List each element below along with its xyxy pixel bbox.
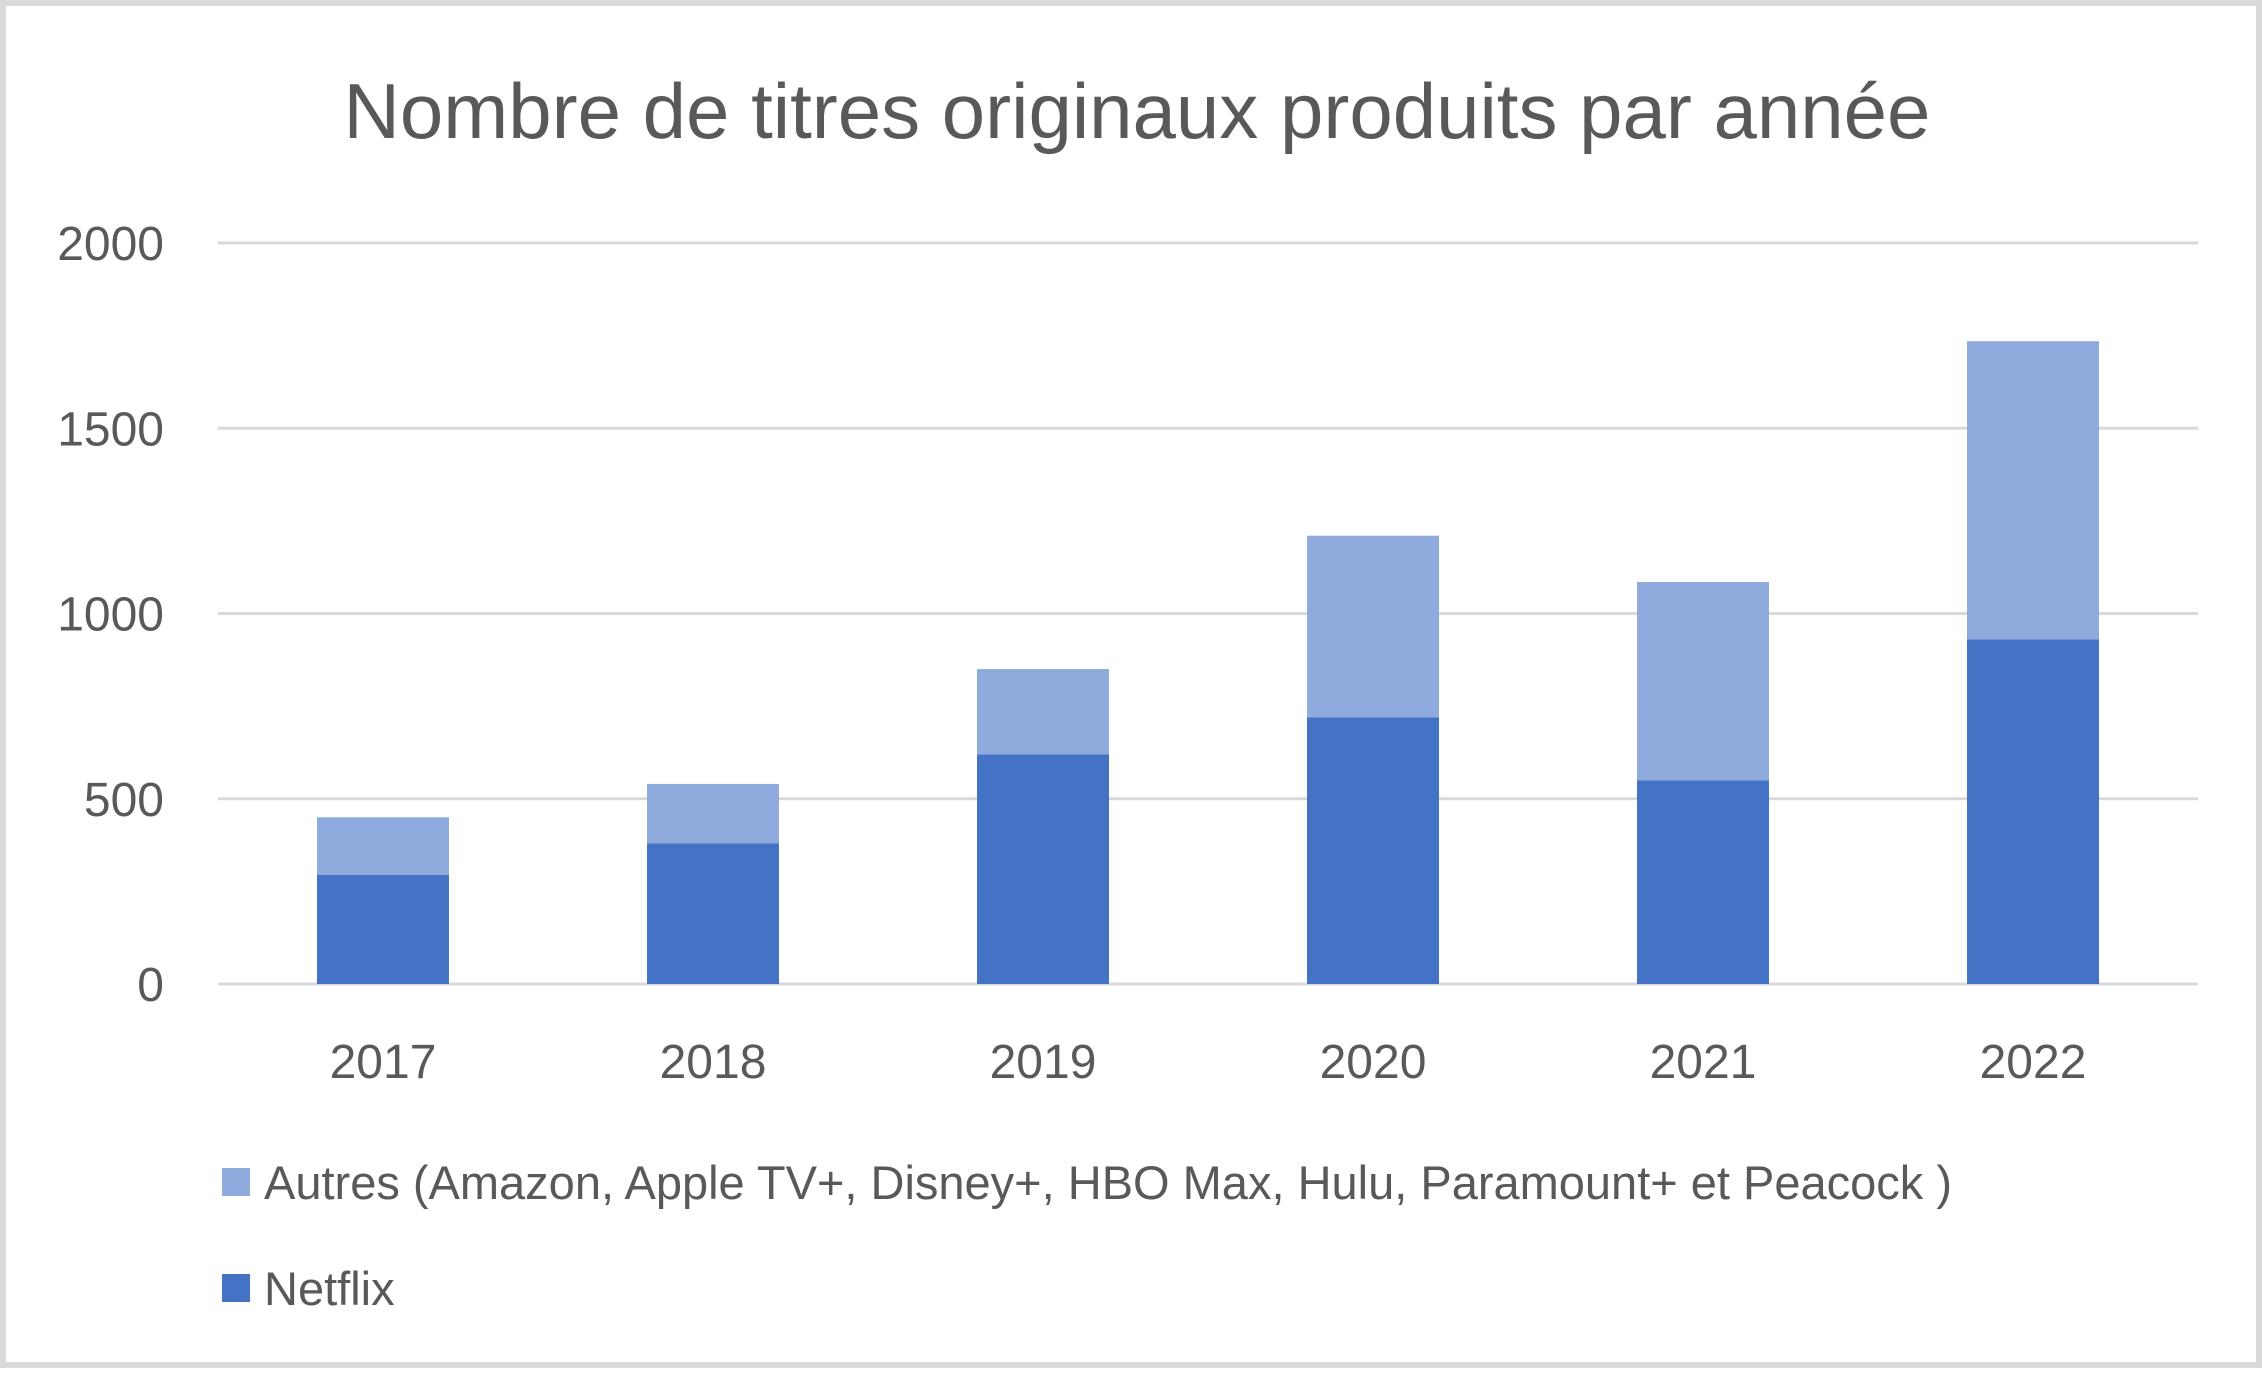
y-tick-label-0: 0 [137, 959, 164, 1012]
bar-netflix-2019 [977, 754, 1109, 984]
x-tick-label-2022: 2022 [1980, 1036, 2087, 1089]
y-tick-label-500: 500 [84, 774, 164, 827]
bar-netflix-2018 [647, 843, 779, 984]
bar-autres-2019 [977, 669, 1109, 755]
bar-netflix-2017 [317, 874, 449, 984]
legend-label-autres: Autres (Amazon, Apple TV+, Disney+, HBO … [264, 1156, 1952, 1209]
x-tick-label-2018: 2018 [660, 1036, 767, 1089]
chart-title: Nombre de titres originaux produits par … [344, 67, 1931, 155]
bar-autres-2017 [317, 817, 449, 875]
x-tick-label-2017: 2017 [330, 1036, 437, 1089]
bars [317, 341, 2099, 984]
bar-netflix-2022 [1967, 639, 2099, 984]
x-tick-label-2019: 2019 [990, 1036, 1097, 1089]
gridlines [218, 241, 2198, 986]
bar-autres-2020 [1307, 535, 1439, 718]
bar-autres-2021 [1637, 582, 1769, 781]
legend-swatch-autres [222, 1168, 250, 1196]
x-tick-label-2020: 2020 [1320, 1036, 1427, 1089]
bar-autres-2018 [647, 783, 779, 844]
y-axis-tick-labels: 0 500 1000 1500 2000 [57, 218, 164, 1012]
bar-autres-2022 [1967, 341, 2099, 640]
stacked-bar-chart: Nombre de titres originaux produits par … [57, 67, 2198, 1315]
x-tick-label-2021: 2021 [1650, 1036, 1757, 1089]
legend-label-netflix: Netflix [264, 1262, 395, 1315]
bar-netflix-2021 [1637, 780, 1769, 984]
legend-swatch-netflix [222, 1274, 250, 1302]
bar-netflix-2020 [1307, 717, 1439, 984]
y-tick-label-2000: 2000 [57, 218, 164, 271]
legend: Autres (Amazon, Apple TV+, Disney+, HBO … [222, 1156, 1952, 1315]
y-tick-label-1500: 1500 [57, 403, 164, 456]
y-tick-label-1000: 1000 [57, 589, 164, 642]
x-axis-tick-labels: 2017 2018 2019 2020 2021 2022 [330, 1036, 2087, 1089]
